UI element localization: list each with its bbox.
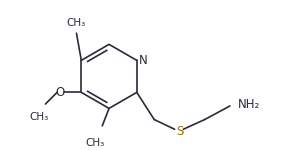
Text: NH₂: NH₂ [238, 98, 260, 111]
Text: S: S [176, 125, 183, 138]
Text: O: O [55, 86, 65, 99]
Text: CH₃: CH₃ [67, 18, 86, 28]
Text: N: N [139, 54, 148, 67]
Text: CH₃: CH₃ [86, 138, 105, 147]
Text: CH₃: CH₃ [29, 112, 48, 122]
